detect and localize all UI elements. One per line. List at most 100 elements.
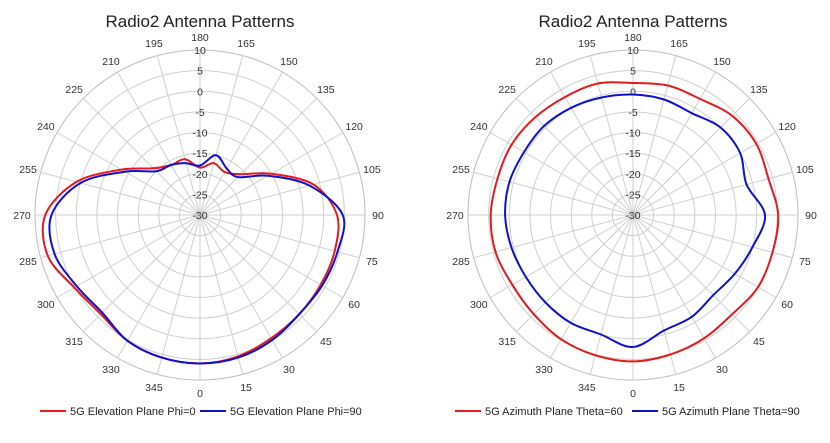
angle-tick-label: 330	[535, 364, 553, 376]
angle-tick-label: 45	[320, 336, 332, 348]
grid-spoke	[550, 214, 634, 359]
angle-tick-label: 225	[498, 84, 516, 96]
grid-spoke	[632, 132, 777, 216]
grid-spoke	[589, 55, 634, 216]
angle-tick-label: 330	[102, 364, 120, 376]
angle-tick-label: 45	[753, 336, 765, 348]
radial-tick-label: 0	[197, 86, 203, 98]
chart-title: Radio2 Antenna Patterns	[538, 12, 727, 31]
grid-spoke	[40, 171, 201, 216]
angle-tick-label: 210	[102, 56, 120, 68]
radial-tick-label: -10	[625, 128, 640, 140]
grid-spoke	[199, 214, 344, 298]
radial-tick-label: -25	[625, 189, 640, 201]
radial-tick-label: -5	[628, 107, 637, 119]
angle-tick-label: 60	[348, 299, 360, 311]
series-line	[489, 81, 780, 363]
grid-spoke	[82, 97, 201, 216]
radial-tick-label: -5	[195, 107, 204, 119]
grid-spoke	[632, 214, 777, 298]
radial-tick-label: -10	[192, 128, 207, 140]
angle-tick-label: 150	[713, 56, 731, 68]
grid-spoke	[489, 132, 634, 216]
radial-tick-label: -20	[192, 169, 207, 181]
radial-tick-label: -20	[625, 169, 640, 181]
grid-spoke	[632, 55, 677, 216]
grid-spoke	[156, 55, 201, 216]
angle-tick-label: 240	[37, 121, 55, 133]
angle-tick-label: 300	[470, 299, 488, 311]
grid-spoke	[473, 171, 634, 216]
angle-tick-label: 270	[13, 210, 31, 222]
angle-tick-label: 300	[37, 299, 55, 311]
angle-tick-label: 135	[317, 84, 335, 96]
radial-tick-label: 5	[197, 66, 203, 78]
grid-spoke	[56, 214, 201, 298]
grid-spoke	[199, 214, 244, 375]
angle-tick-label: 150	[280, 56, 298, 68]
grid-spoke	[489, 214, 634, 298]
legend-label: 5G Azimuth Plane Theta=60	[485, 406, 623, 418]
grid-spoke	[515, 214, 634, 333]
grid-spoke	[632, 214, 751, 333]
radial-tick-label: 10	[194, 45, 206, 57]
chart-title: Radio2 Antenna Patterns	[105, 12, 294, 31]
radial-tick-label: -15	[192, 148, 207, 160]
grid-spoke	[56, 132, 201, 216]
angle-tick-label: 60	[781, 299, 793, 311]
angle-tick-label: 180	[624, 32, 642, 44]
angle-tick-label: 165	[670, 38, 688, 50]
series-line	[504, 93, 767, 349]
center-dot	[198, 213, 202, 217]
grid-spoke	[117, 214, 201, 359]
angle-tick-label: 345	[145, 382, 163, 394]
angle-tick-label: 120	[778, 121, 796, 133]
angle-tick-label: 180	[191, 32, 209, 44]
grid-spoke	[632, 214, 793, 259]
angle-tick-label: 225	[65, 84, 83, 96]
radial-tick-label: 0	[630, 86, 636, 98]
grid-spoke	[199, 171, 360, 216]
grid-spoke	[199, 214, 318, 333]
angle-tick-label: 315	[498, 336, 516, 348]
angle-tick-label: 105	[796, 164, 814, 176]
angle-tick-label: 240	[470, 121, 488, 133]
angle-tick-label: 255	[19, 164, 37, 176]
grid-spoke	[199, 71, 283, 216]
grid-spoke	[199, 55, 244, 216]
angle-tick-label: 0	[197, 388, 203, 400]
legend-label: 5G Azimuth Plane Theta=90	[662, 406, 800, 418]
grid-spoke	[632, 71, 716, 216]
angle-tick-label: 195	[578, 38, 596, 50]
angle-tick-label: 90	[805, 210, 817, 222]
grid-spoke	[632, 214, 716, 359]
angle-tick-label: 75	[799, 256, 811, 268]
polar-chart-azimuth: 0153045607590105120135150165180195210225…	[446, 32, 817, 400]
angle-tick-label: 15	[673, 382, 685, 394]
angle-tick-label: 0	[630, 388, 636, 400]
grid-spoke	[589, 214, 634, 375]
grid-spoke	[550, 71, 634, 216]
angle-tick-label: 105	[363, 164, 381, 176]
grid-spoke	[515, 97, 634, 216]
angle-tick-label: 165	[237, 38, 255, 50]
angle-tick-label: 15	[240, 382, 252, 394]
angle-tick-label: 195	[145, 38, 163, 50]
radial-tick-label: -15	[625, 148, 640, 160]
angle-tick-label: 270	[446, 210, 464, 222]
grid-spoke	[40, 214, 201, 259]
grid-spoke	[156, 214, 201, 375]
center-dot	[631, 213, 635, 217]
angle-tick-label: 285	[19, 256, 37, 268]
series-line	[41, 158, 340, 365]
series-line	[48, 154, 346, 365]
angle-tick-label: 75	[366, 256, 378, 268]
grid-spoke	[473, 214, 634, 259]
angle-tick-label: 285	[452, 256, 470, 268]
grid-spoke	[632, 171, 793, 216]
angle-tick-label: 345	[578, 382, 596, 394]
legend-label: 5G Elevation Plane Phi=90	[230, 406, 362, 418]
grid-spoke	[199, 214, 283, 359]
